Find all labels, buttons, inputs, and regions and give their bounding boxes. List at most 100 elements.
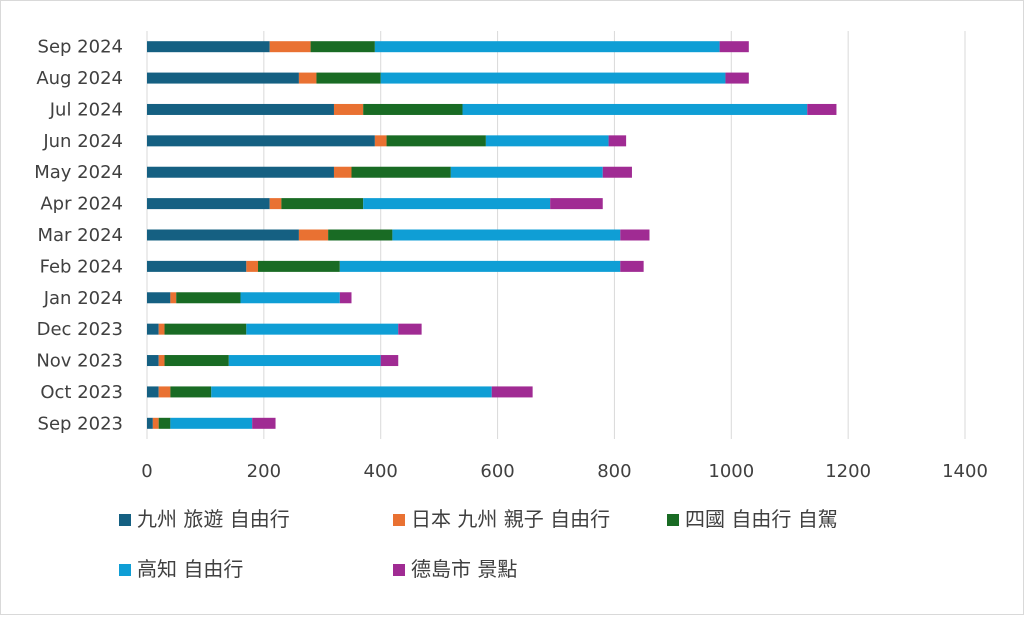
legend-swatch (393, 564, 405, 576)
bar-segment (333, 103, 364, 115)
bar-segment (164, 323, 247, 335)
y-category-label: Dec 2023 (37, 319, 123, 340)
bar-segment (147, 417, 153, 429)
bar-segment (158, 355, 165, 367)
bar-segment (246, 260, 259, 272)
bar-segment (258, 260, 340, 272)
bar-segment (339, 260, 621, 272)
bar-segment (398, 323, 422, 335)
bar-segment (374, 135, 387, 147)
bar-segment (363, 103, 463, 115)
bar-segment (725, 72, 749, 84)
y-category-label: Apr 2024 (40, 194, 123, 215)
x-axis-labels: 0 200 400 600 800 1000 1200 1400 (141, 461, 988, 482)
bar-segment (269, 198, 282, 210)
bar-segment (807, 103, 837, 115)
bar-segment (170, 386, 212, 398)
bar-segment (550, 198, 603, 210)
bar-segment (240, 292, 340, 304)
legend-swatch (667, 514, 679, 526)
legend-swatch (119, 514, 131, 526)
x-tick-label: 1200 (825, 461, 871, 482)
legend-label: 九州 旅遊 自由行 (137, 507, 290, 531)
legend-label: 德島市 景點 (411, 557, 517, 581)
bar-segment (164, 355, 229, 367)
bar-segment (310, 41, 375, 53)
bar-segment (392, 229, 621, 241)
bar-segment (333, 166, 352, 178)
y-category-label: Sep 2024 (38, 37, 123, 58)
bar-segment (147, 323, 159, 335)
bar-segment (147, 260, 247, 272)
y-category-label: May 2024 (34, 162, 123, 183)
y-category-label: Aug 2024 (36, 68, 123, 89)
bar-segment (380, 355, 399, 367)
x-tick-label: 1000 (708, 461, 754, 482)
y-category-label: Jun 2024 (42, 131, 123, 152)
bar-segment (147, 229, 299, 241)
bar-segment (211, 386, 492, 398)
bar-segment (246, 323, 399, 335)
x-tick-label: 1400 (942, 461, 988, 482)
bar-segment (158, 386, 171, 398)
bar-segment (269, 41, 311, 53)
y-axis-labels: Sep 2024 Aug 2024 Jul 2024 Jun 2024 May 2024… (34, 37, 123, 435)
bar-segment (386, 135, 486, 147)
bar-segment (228, 355, 381, 367)
bar-segment (147, 355, 159, 367)
bar-segment (316, 72, 381, 84)
legend-label: 日本 九州 親子 自由行 (411, 507, 610, 531)
y-category-label: Jul 2024 (49, 99, 123, 120)
y-category-label: Jan 2024 (43, 288, 123, 309)
x-tick-label: 400 (364, 461, 398, 482)
y-category-label: Sep 2023 (38, 413, 123, 434)
legend-swatch (119, 564, 131, 576)
bar-segment (491, 386, 533, 398)
bar-segment (147, 103, 334, 115)
x-tick-label: 0 (141, 461, 152, 482)
bar-segment (298, 72, 317, 84)
bar-segment (351, 166, 451, 178)
y-category-label: Nov 2023 (36, 351, 123, 372)
bar-segment (374, 41, 720, 53)
bar-segment (450, 166, 603, 178)
bar-segment (147, 166, 334, 178)
bar-segment (147, 198, 270, 210)
bar-segment (147, 41, 270, 53)
bar-segment (170, 292, 177, 304)
x-tick-label: 200 (247, 461, 281, 482)
y-category-label: Feb 2024 (40, 256, 123, 277)
bar-segment (485, 135, 609, 147)
bar-segment (147, 72, 299, 84)
y-category-label: Mar 2024 (38, 225, 124, 246)
bar-segment (147, 292, 171, 304)
x-tick-label: 600 (480, 461, 514, 482)
bar-segment (281, 198, 364, 210)
bar-segment (462, 103, 808, 115)
legend-label: 四國 自由行 自駕 (685, 507, 838, 531)
bar-segment (158, 417, 171, 429)
bar-segment (719, 41, 749, 53)
bar-segment (176, 292, 241, 304)
bar-segment (158, 323, 165, 335)
bars (147, 41, 837, 429)
x-tick-label: 800 (597, 461, 631, 482)
bar-segment (170, 417, 253, 429)
legend-label: 高知 自由行 (137, 557, 243, 581)
bar-segment (620, 260, 644, 272)
bar-segment (328, 229, 393, 241)
y-category-label: Oct 2023 (40, 382, 123, 403)
bar-segment (339, 292, 352, 304)
bar-segment (602, 166, 632, 178)
bar-segment (380, 72, 726, 84)
bar-segment (620, 229, 650, 241)
legend-swatch (393, 514, 405, 526)
bar-segment (152, 417, 159, 429)
bar-segment (147, 135, 375, 147)
bar-segment (298, 229, 329, 241)
bar-segment (363, 198, 551, 210)
bar-segment (608, 135, 627, 147)
